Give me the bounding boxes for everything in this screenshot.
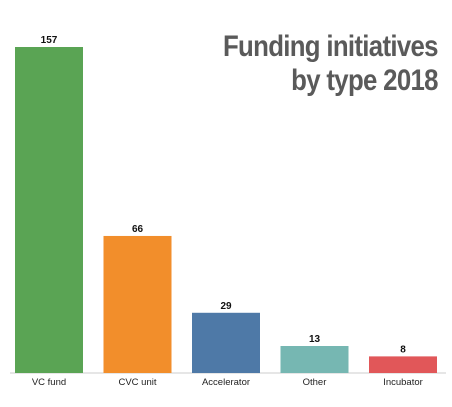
bar-vc-fund (15, 47, 83, 373)
category-label-vc-fund: VC fund (32, 377, 66, 388)
data-label-vc-fund: 157 (41, 35, 58, 46)
category-label-incubator: Incubator (383, 377, 423, 388)
chart-title-line-1: Funding initiatives (223, 30, 439, 63)
category-label-cvc-unit: CVC unit (118, 377, 156, 388)
bar-other (280, 346, 349, 373)
data-label-accelerator: 29 (220, 301, 232, 312)
category-label-accelerator: Accelerator (202, 377, 250, 388)
bar-accelerator (192, 312, 260, 373)
data-label-cvc-unit: 66 (132, 224, 144, 235)
bar-incubator (369, 356, 437, 373)
chart-title: Funding initiatives by type 2018 (223, 30, 439, 98)
bar-cvc-unit (103, 235, 172, 373)
data-label-other: 13 (309, 334, 321, 345)
data-label-incubator: 8 (400, 344, 406, 355)
category-label-other: Other (303, 377, 327, 388)
chart-title-line-2: by type 2018 (291, 64, 438, 97)
